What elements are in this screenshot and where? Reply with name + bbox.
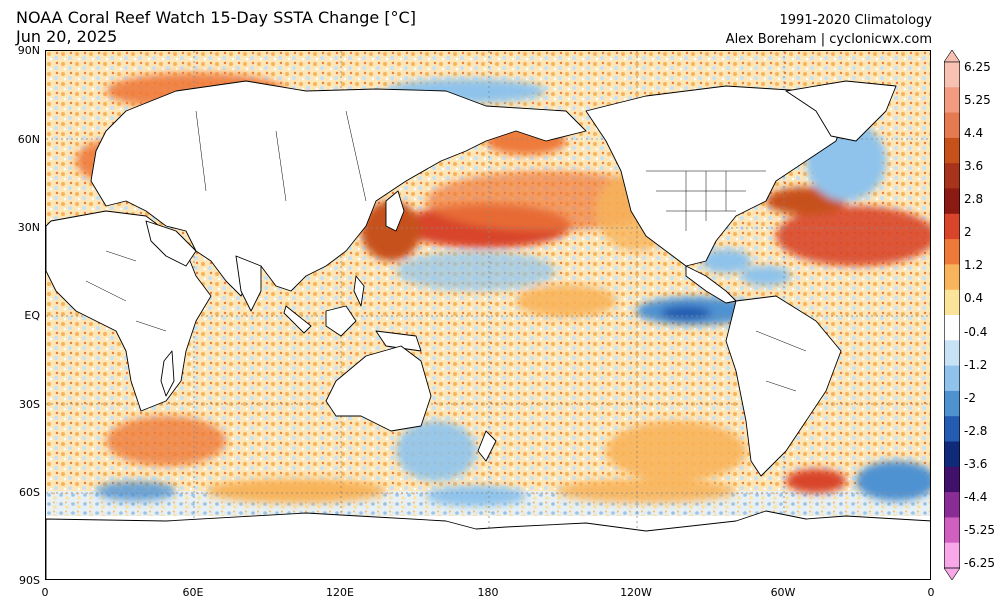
colorbar-segment bbox=[944, 163, 960, 189]
southern-ocean-warm-2 bbox=[556, 479, 736, 503]
sumatra bbox=[283, 305, 312, 334]
indian-ocean-cool bbox=[96, 481, 176, 501]
central-pacific-cool bbox=[396, 251, 556, 291]
japan-warm-anomaly bbox=[361, 201, 421, 261]
greenland bbox=[785, 80, 897, 142]
lat-label-90n: 90N bbox=[17, 44, 40, 57]
lon-label-120e: 120E bbox=[326, 586, 354, 599]
lon-label-120w: 120W bbox=[620, 586, 652, 599]
colorbar-segment bbox=[944, 441, 960, 468]
colorbar-tick-label: 2 bbox=[964, 225, 972, 240]
colorbar-tick-label: -6.25 bbox=[964, 556, 996, 570]
colorbar-outline bbox=[944, 61, 960, 569]
south-atlantic-warm bbox=[786, 469, 846, 493]
colorbar-segment bbox=[944, 315, 960, 341]
eq-pacific-cool-core bbox=[661, 306, 711, 320]
climatology-note: 1991-2020 Climatology bbox=[779, 13, 932, 28]
gulf-mexico-cool bbox=[701, 249, 751, 273]
lon-label-180: 180 bbox=[477, 586, 499, 599]
south-atlantic-cool bbox=[856, 461, 930, 501]
lat-label-30s: 30S bbox=[19, 398, 40, 411]
ssta-map bbox=[45, 50, 931, 580]
colorbar-segment bbox=[944, 188, 960, 215]
colorbar-segment bbox=[944, 340, 960, 367]
colorbar-tick-label: 5.25 bbox=[964, 93, 991, 108]
lat-label-90s: 90S bbox=[19, 574, 40, 587]
colorbar-tick-label: 1.2 bbox=[964, 258, 984, 273]
lat-label-60s: 60S bbox=[19, 486, 40, 499]
north-atlantic-warm bbox=[776, 206, 930, 266]
title-line-1: NOAA Coral Reef Watch 15-Day SSTA Change… bbox=[16, 8, 416, 27]
colorbar-segment bbox=[944, 289, 960, 316]
colorbar-tick-label: 2.8 bbox=[964, 192, 984, 207]
colorbar-max-arrow bbox=[944, 50, 960, 63]
anomaly-field bbox=[76, 73, 930, 506]
colorbar-tick-label: -2.8 bbox=[964, 423, 988, 438]
land-masses bbox=[46, 80, 930, 579]
central-america bbox=[685, 265, 737, 304]
caribbean-cool bbox=[741, 266, 791, 286]
map-title: NOAA Coral Reef Watch 15-Day SSTA Change… bbox=[16, 8, 416, 46]
colorbar-tick-label: -3.6 bbox=[964, 456, 988, 471]
colorbar-segment bbox=[944, 239, 960, 265]
lat-label-60n: 60N bbox=[17, 133, 40, 146]
madagascar bbox=[160, 350, 175, 397]
southern-ocean-cool bbox=[426, 486, 526, 506]
south-pacific-warm bbox=[606, 421, 746, 481]
tasman-cool bbox=[396, 421, 476, 481]
colorbar-min-arrow bbox=[944, 567, 960, 580]
colorbar-segment bbox=[944, 517, 960, 544]
colorbar-tick-label: 3.6 bbox=[964, 159, 984, 174]
colorbar-segment bbox=[944, 62, 960, 88]
japan bbox=[385, 190, 405, 232]
colorbar-tick-label: -0.4 bbox=[964, 324, 988, 339]
new-guinea bbox=[375, 330, 422, 352]
new-zealand bbox=[477, 430, 497, 462]
colorbar-segment bbox=[944, 466, 960, 493]
colorbar-segment bbox=[944, 416, 960, 442]
australia bbox=[325, 345, 432, 432]
title-date: Jun 20, 2025 bbox=[16, 27, 118, 46]
tropical-pacific-warm bbox=[516, 285, 616, 317]
colorbar-segment bbox=[944, 112, 960, 139]
credits: 1991-2020 Climatology Alex Boreham | cyc… bbox=[726, 11, 932, 49]
colorbar-segment bbox=[944, 213, 960, 240]
south-america bbox=[725, 295, 842, 477]
arabian-peninsula bbox=[145, 220, 197, 267]
colorbar-segment bbox=[944, 365, 960, 392]
author-credit: Alex Boreham | cyclonicwx.com bbox=[725, 32, 932, 47]
india bbox=[235, 255, 262, 312]
philippines bbox=[353, 275, 365, 307]
colorbar-tick-label: -2 bbox=[964, 390, 976, 405]
colorbar-segment bbox=[944, 137, 960, 164]
colorbar-tick-label: 4.4 bbox=[964, 126, 984, 141]
colorbar-segment bbox=[944, 492, 960, 518]
map-canvas bbox=[46, 51, 930, 579]
colorbar-tick-label: -4.4 bbox=[964, 489, 988, 504]
borneo bbox=[325, 305, 357, 337]
lat-label-30n: 30N bbox=[17, 221, 40, 234]
lat-label-eq: EQ bbox=[24, 309, 40, 322]
colorbar-segment bbox=[944, 542, 960, 569]
colorbar-segment bbox=[944, 390, 960, 417]
eurasia bbox=[90, 80, 587, 297]
colorbar-tick-label: -5.25 bbox=[964, 522, 996, 537]
colorbar-tick-label: -1.2 bbox=[964, 357, 988, 372]
colorbar-segment bbox=[944, 87, 960, 114]
lon-label-60e: 60E bbox=[182, 586, 204, 599]
colorbar-tick-label: 0.4 bbox=[964, 291, 984, 306]
lon-label-0-right: 0 bbox=[927, 586, 935, 599]
lon-label-0-left: 0 bbox=[41, 586, 49, 599]
antarctica bbox=[46, 510, 930, 579]
colorbar bbox=[944, 50, 960, 580]
colorbar-tick-label: 6.25 bbox=[964, 60, 991, 74]
colorbar-segment bbox=[944, 264, 960, 291]
indian-ocean-warm bbox=[106, 416, 226, 466]
lon-label-60w: 60W bbox=[770, 586, 796, 599]
borders bbox=[85, 110, 807, 392]
southern-ocean-warm-1 bbox=[206, 479, 386, 503]
